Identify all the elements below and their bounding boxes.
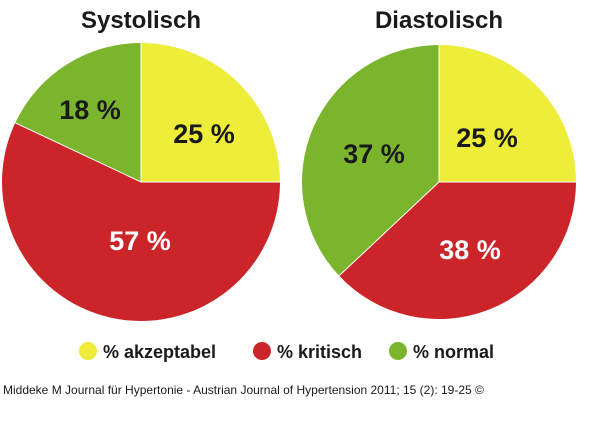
chart-title: Diastolisch xyxy=(375,7,503,34)
legend-label-kritisch: % kritisch xyxy=(277,342,362,362)
slice-label-normal: 18 % xyxy=(59,95,121,125)
pie-slice-akzeptabel xyxy=(439,45,576,182)
slice-label-kritisch: 57 % xyxy=(109,226,171,256)
pie-slice-kritisch xyxy=(2,122,280,322)
slice-divider xyxy=(338,181,440,277)
legend-label-akzeptabel: % akzeptabel xyxy=(103,342,216,362)
pie-slice-akzeptabel xyxy=(141,43,280,182)
pie-slice-kritisch xyxy=(339,182,576,319)
slice-label-akzeptabel: 25 % xyxy=(173,119,235,149)
slice-divider xyxy=(15,122,142,183)
citation: Middeke M Journal für Hypertonie - Austr… xyxy=(3,383,484,397)
pies-layer: Systolisch 25 % 57 % 18 % Diastolisch 25 % 38 … xyxy=(2,7,576,322)
chart-title: Systolisch xyxy=(81,7,201,34)
legend-swatch-akzeptabel xyxy=(79,342,97,360)
slice-label-normal: 37 % xyxy=(343,139,405,169)
pie-systolisch: Systolisch 25 % 57 % 18 % xyxy=(2,7,280,322)
pie-diastolisch: Diastolisch 25 % 38 % 37 % xyxy=(302,7,576,319)
legend: % akzeptabel % kritisch % normal xyxy=(79,342,494,362)
slice-label-akzeptabel: 25 % xyxy=(456,123,518,153)
slice-label-kritisch: 38 % xyxy=(439,235,501,265)
legend-swatch-kritisch xyxy=(253,342,271,360)
legend-swatch-normal xyxy=(389,342,407,360)
pie-slice-normal xyxy=(15,43,142,182)
pie-slice-normal xyxy=(302,45,439,276)
legend-label-normal: % normal xyxy=(413,342,494,362)
